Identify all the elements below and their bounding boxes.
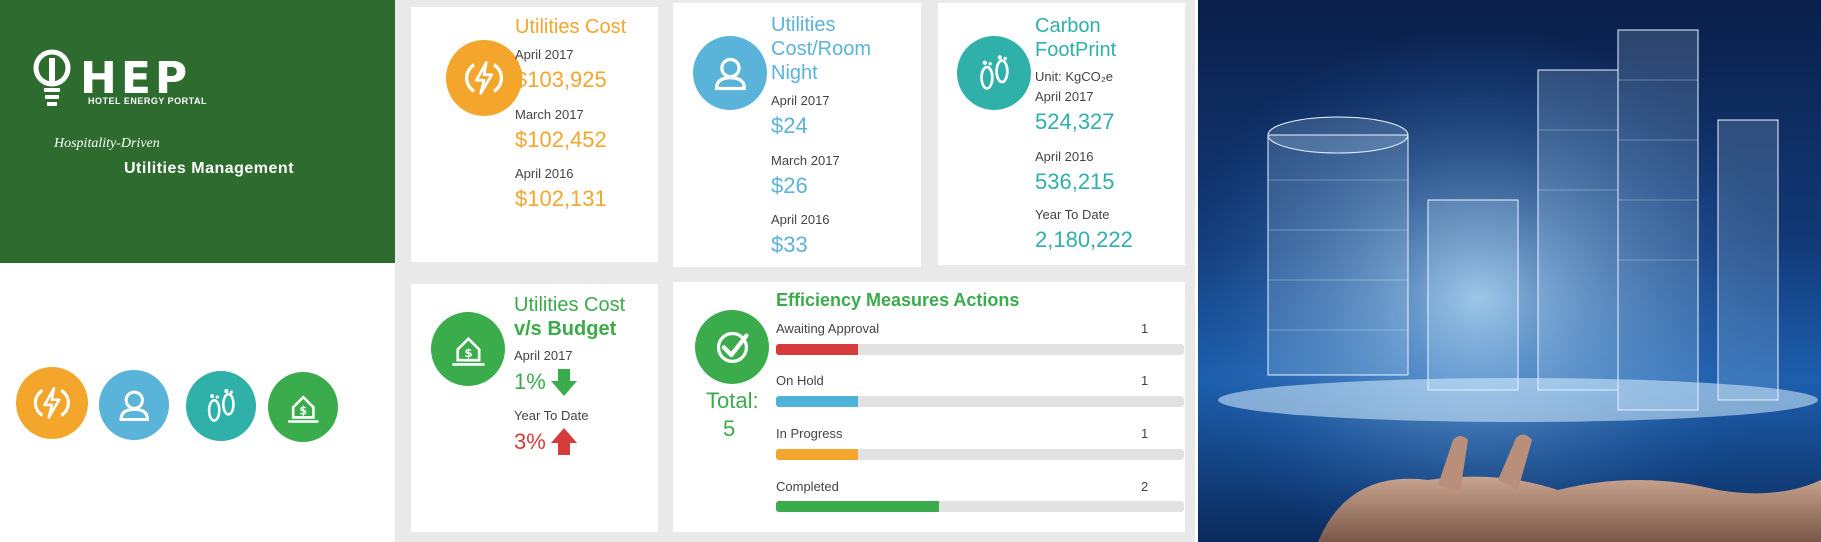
dashboard: Utilities Cost April 2017 $103,925 March… bbox=[395, 0, 1195, 542]
cost-value: $33 bbox=[771, 232, 808, 257]
smart-building-hand-image bbox=[1198, 0, 1821, 542]
total-label: Total: bbox=[706, 388, 759, 413]
card-title-line-1: Carbon bbox=[1035, 15, 1101, 37]
user-icon bbox=[693, 36, 767, 110]
status-bar-fill bbox=[776, 396, 858, 407]
brand-panel: HEP HOTEL ENERGY PORTAL Hospitality-Driv… bbox=[0, 0, 395, 263]
period-label: April 2017 bbox=[514, 348, 573, 363]
status-label: In Progress bbox=[776, 426, 843, 441]
period-label: Year To Date bbox=[514, 408, 589, 423]
checkmark-icon bbox=[695, 310, 769, 384]
card-title-line-2: FootPrint bbox=[1035, 39, 1117, 61]
cost-per-room-night-card[interactable]: Utilities Cost/Room Night April 2017 $24… bbox=[673, 3, 921, 267]
efficiency-measures-card[interactable]: Total: 5 Efficiency Measures Actions Awa… bbox=[673, 282, 1185, 532]
status-label: Awaiting Approval bbox=[776, 321, 880, 336]
card-title-line-1: Utilities Cost bbox=[514, 294, 626, 316]
status-bar bbox=[776, 344, 1184, 355]
energy-bolt-icon bbox=[16, 367, 88, 439]
carbon-value: 524,327 bbox=[1035, 109, 1115, 134]
carbon-value: 536,215 bbox=[1035, 169, 1115, 194]
status-bar-fill bbox=[776, 449, 858, 460]
tagline-primary: Hospitality-Driven bbox=[54, 136, 160, 151]
energy-bolt-icon bbox=[446, 40, 522, 116]
cost-vs-budget-card[interactable]: $ Utilities Cost v/s Budget April 2017 1… bbox=[411, 284, 658, 532]
variance-value: 3% bbox=[514, 429, 546, 454]
house-dollar-icon: $ bbox=[268, 372, 338, 442]
cost-value: $102,452 bbox=[515, 127, 607, 152]
lightbulb-logo-icon bbox=[33, 49, 71, 106]
card-title: Efficiency Measures Actions bbox=[776, 290, 1020, 310]
variance-value: 1% bbox=[514, 369, 546, 394]
status-count: 2 bbox=[1141, 479, 1149, 494]
status-label: On Hold bbox=[776, 373, 824, 388]
status-bar bbox=[776, 449, 1184, 460]
card-title-line-2: Cost/Room bbox=[771, 38, 872, 60]
cost-value: $24 bbox=[771, 113, 808, 138]
card-title-line-2: v/s Budget bbox=[514, 318, 617, 340]
logo-text: HEP bbox=[80, 53, 192, 104]
status-count: 1 bbox=[1141, 321, 1149, 336]
period-label: April 2017 bbox=[1035, 89, 1094, 104]
carbon-footprint-card[interactable]: Carbon FootPrint Unit: KgCO₂e April 2017… bbox=[938, 3, 1185, 265]
period-label: April 2016 bbox=[771, 212, 830, 227]
arrow-up-icon bbox=[550, 428, 577, 455]
period-label: April 2017 bbox=[515, 47, 574, 62]
logo: HEP bbox=[30, 48, 191, 110]
status-bar bbox=[776, 501, 1184, 512]
budget-variance: 3% bbox=[514, 427, 578, 457]
period-label: March 2017 bbox=[771, 153, 840, 168]
svg-text:$: $ bbox=[464, 346, 472, 360]
period-label: Year To Date bbox=[1035, 207, 1110, 222]
cost-value: $103,925 bbox=[515, 67, 607, 92]
footprint-icon bbox=[957, 36, 1031, 110]
card-title-line-1: Utilities bbox=[771, 14, 836, 36]
period-label: April 2016 bbox=[515, 166, 574, 181]
period-label: April 2016 bbox=[1035, 149, 1094, 164]
card-title-line-3: Night bbox=[771, 62, 818, 84]
budget-variance: 1% bbox=[514, 367, 578, 397]
status-bar bbox=[776, 396, 1184, 407]
carbon-value: 2,180,222 bbox=[1035, 227, 1133, 252]
status-count: 1 bbox=[1141, 373, 1149, 388]
tagline-secondary: Utilities Management bbox=[124, 160, 295, 177]
status-label: Completed bbox=[776, 479, 839, 494]
user-icon bbox=[99, 370, 169, 440]
total-value: 5 bbox=[723, 416, 736, 441]
cost-value: $102,131 bbox=[515, 186, 607, 211]
arrow-down-icon bbox=[550, 369, 577, 396]
house-dollar-icon: $ bbox=[431, 312, 505, 386]
unit-label: Unit: KgCO₂e bbox=[1035, 69, 1114, 84]
status-count: 1 bbox=[1141, 426, 1149, 441]
cost-value: $26 bbox=[771, 173, 808, 198]
period-label: March 2017 bbox=[515, 107, 584, 122]
footprint-icon bbox=[186, 371, 256, 441]
status-bar-fill bbox=[776, 344, 858, 355]
utilities-cost-card[interactable]: Utilities Cost April 2017 $103,925 March… bbox=[411, 7, 658, 262]
period-label: April 2017 bbox=[771, 93, 830, 108]
svg-text:$: $ bbox=[299, 404, 307, 417]
logo-subtitle: HOTEL ENERGY PORTAL bbox=[88, 96, 208, 106]
status-bar-fill bbox=[776, 501, 940, 512]
card-title: Utilities Cost bbox=[515, 16, 627, 38]
